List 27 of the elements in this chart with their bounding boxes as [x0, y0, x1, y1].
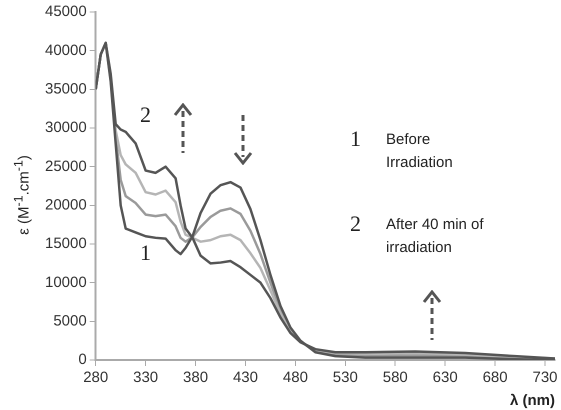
x-axis-title: λ (nm)	[510, 392, 556, 410]
x-tick-label: 280	[83, 369, 108, 386]
annotation: 1	[350, 126, 362, 152]
y-tick-label: 35000	[44, 80, 87, 98]
y-tick-label: 25000	[44, 158, 87, 175]
x-tick-label: 330	[133, 369, 158, 386]
y-tick-label: 45000	[44, 3, 87, 20]
y-tick-label: 5000	[53, 312, 87, 330]
y-tick-label: 40000	[44, 42, 87, 59]
x-tick-label: 530	[332, 369, 358, 386]
x-tick-label: 630	[432, 369, 458, 386]
annotation: Before Irradiation	[386, 130, 454, 173]
y-tick-label: 0	[78, 351, 87, 368]
x-tick-label: 380	[183, 369, 208, 386]
y-tick-label: 20000	[44, 196, 87, 214]
x-tick-label: 480	[282, 369, 308, 386]
annotation: 2	[350, 211, 362, 237]
annotation: After 40 min of irradiation	[386, 215, 485, 258]
annotation: 1	[140, 240, 152, 266]
x-tick-label: 430	[232, 369, 258, 386]
x-tick-label: 580	[382, 369, 408, 386]
y-tick-label: 30000	[44, 119, 87, 136]
y-tick-label: 10000	[44, 274, 87, 291]
x-tick-label: 730	[532, 369, 558, 386]
x-tick-label: 680	[482, 369, 508, 386]
y-tick-label: 15000	[44, 235, 87, 252]
annotation: 2	[140, 102, 152, 128]
